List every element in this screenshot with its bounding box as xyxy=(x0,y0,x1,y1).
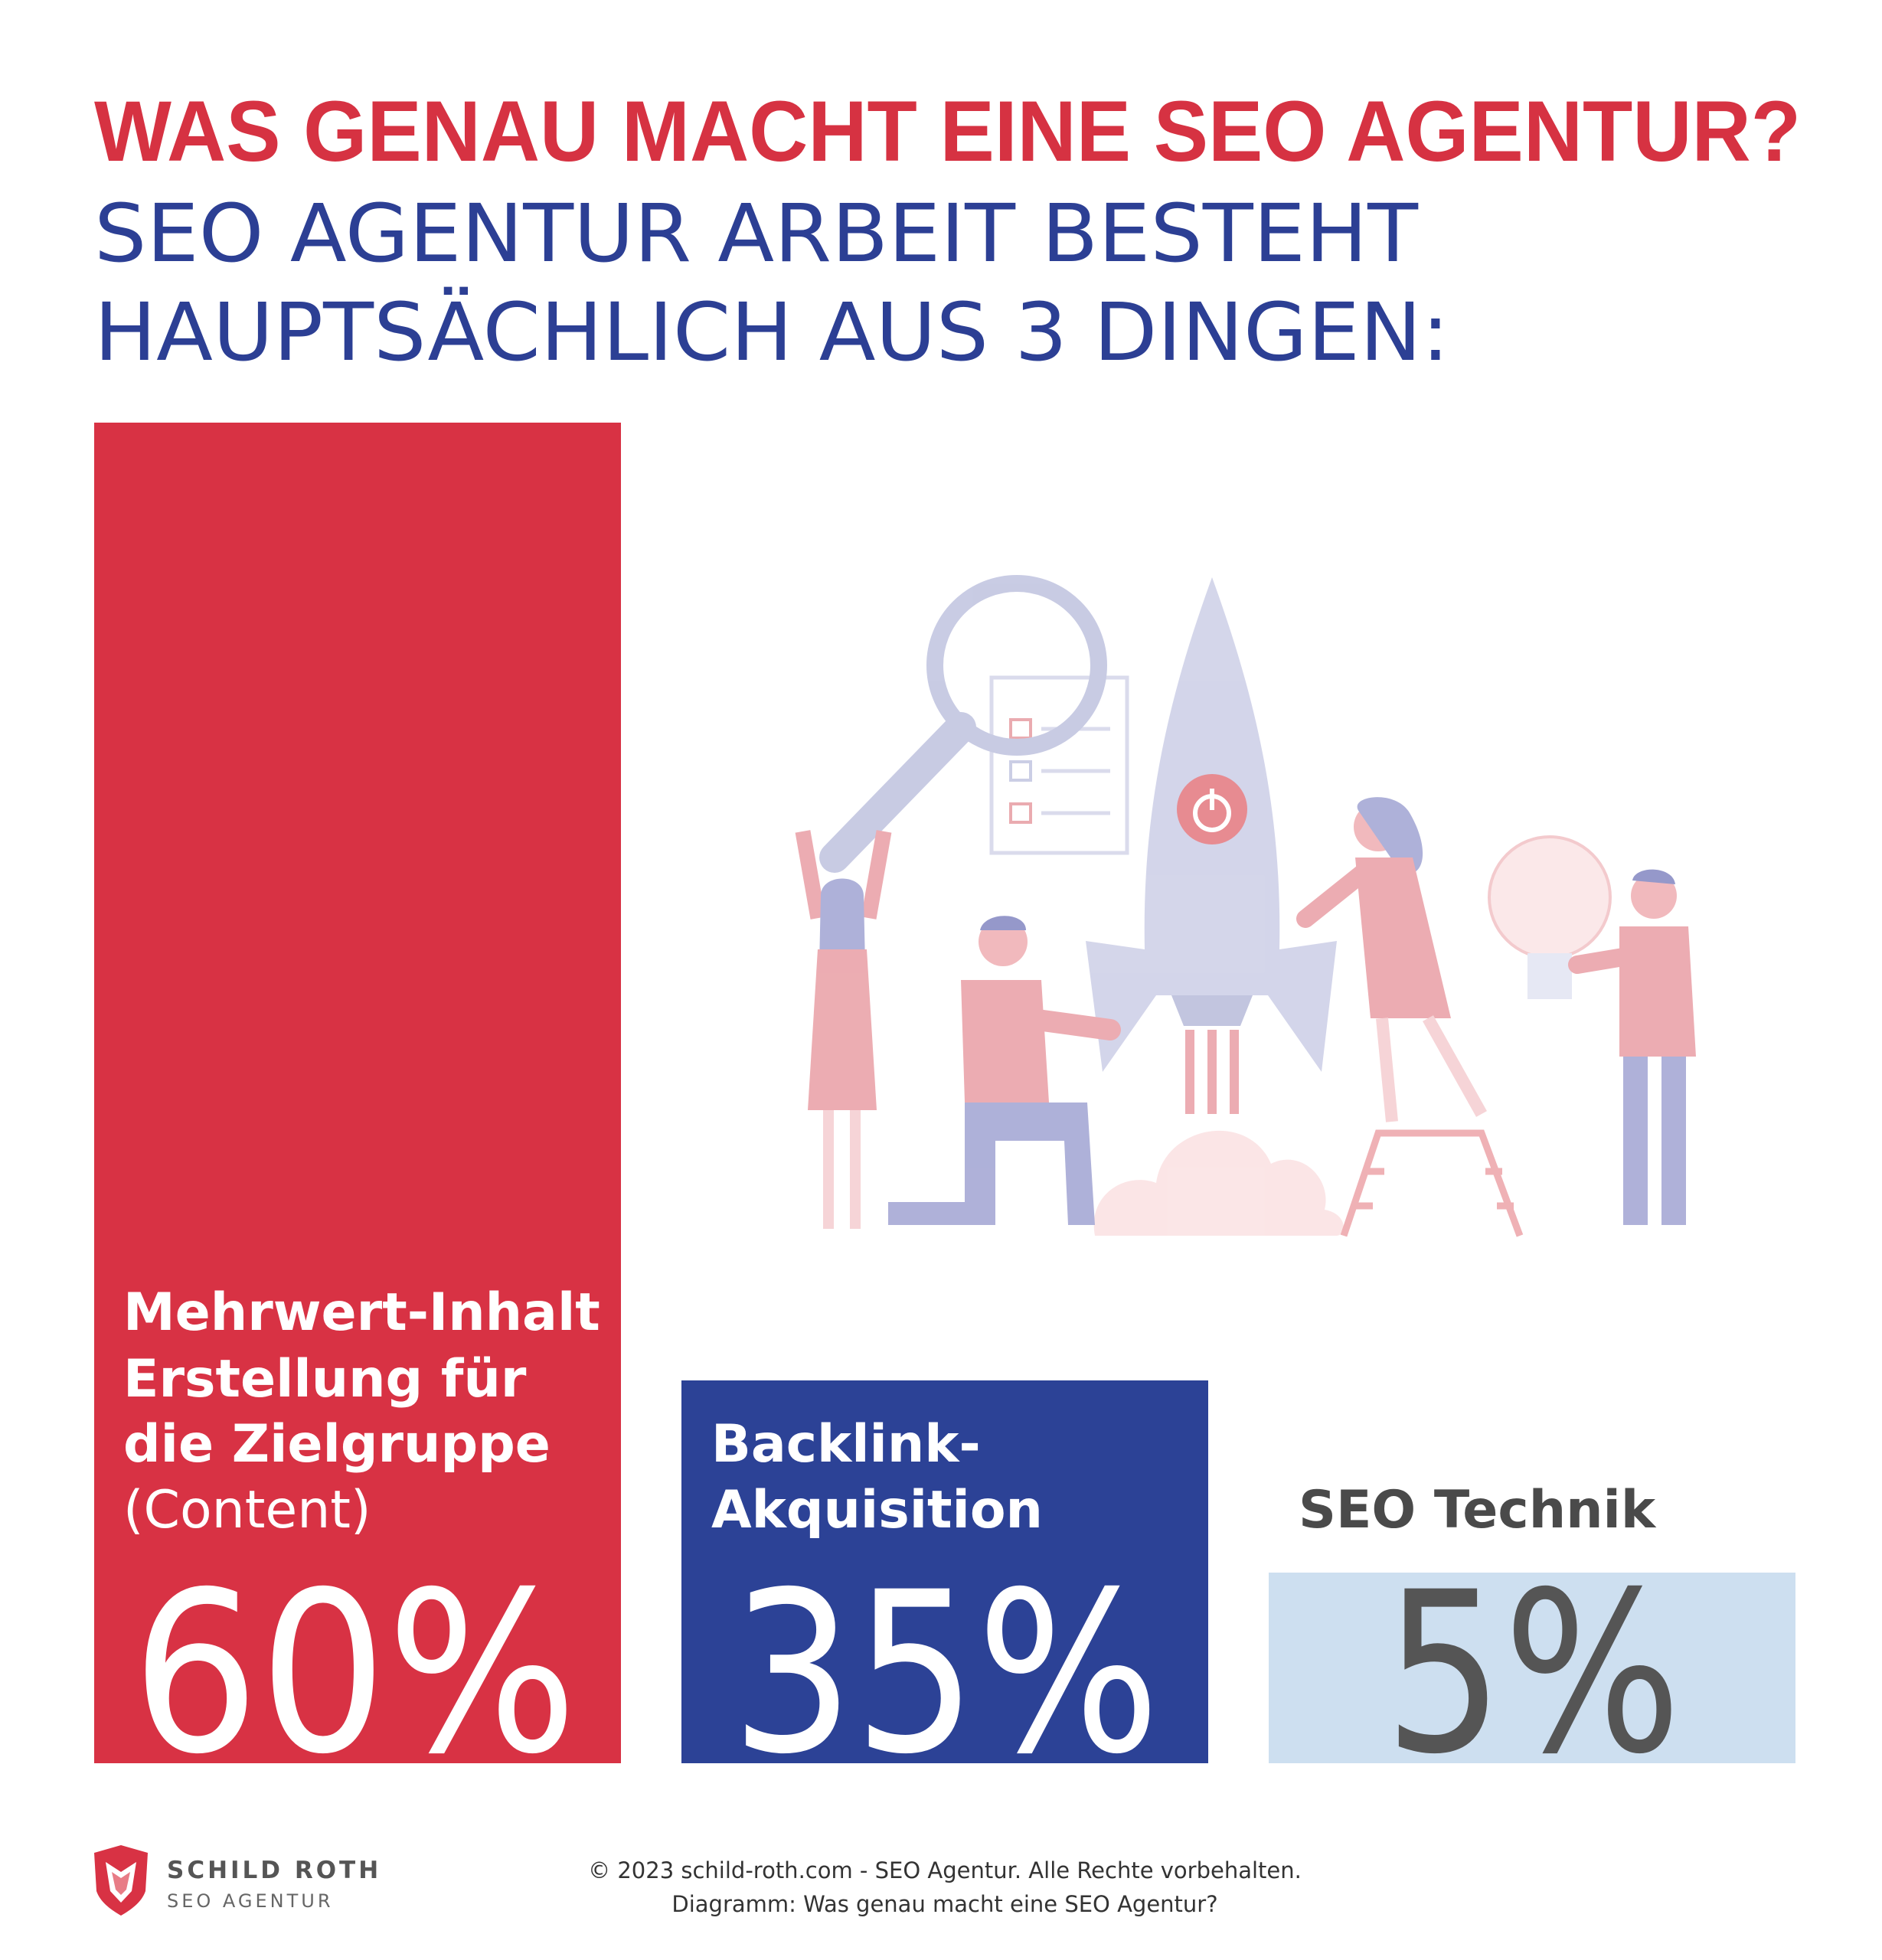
brand-subtitle: SEO AGENTUR xyxy=(167,1890,334,1912)
subtitle-line: SEO AGENTUR ARBEIT BESTEHT xyxy=(94,187,1418,280)
card-value: 35% xyxy=(731,1545,1160,1803)
brand-name: SCHILD ROTH xyxy=(167,1857,381,1884)
illustration xyxy=(795,575,1696,1237)
card-value: 60% xyxy=(132,1545,577,1803)
card-label: Erstellung für xyxy=(123,1349,527,1410)
card-label: SEO Technik xyxy=(1299,1480,1657,1540)
card-value: 5% xyxy=(1384,1545,1681,1803)
logo xyxy=(94,1845,148,1916)
card-bar xyxy=(681,1380,1208,1763)
title: WAS GENAU MACHT EINE SEO AGENTUR? xyxy=(94,83,1801,179)
card-label: Mehrwert-Inhalt xyxy=(123,1282,600,1343)
card-label: die Zielgruppe xyxy=(123,1414,551,1475)
subtitle-line: HAUPTSÄCHLICH AUS 3 DINGEN: xyxy=(94,286,1449,379)
card-label: Backlink- xyxy=(711,1414,981,1475)
card-note: (Content) xyxy=(123,1480,371,1540)
card-bar xyxy=(1269,1573,1795,1763)
card-label: Akquisition xyxy=(711,1480,1043,1540)
copyright: © 2023 schild-roth.com - SEO Agentur. Al… xyxy=(588,1857,1302,1883)
card-bar xyxy=(94,423,621,1763)
caption: Diagramm: Was genau macht eine SEO Agent… xyxy=(671,1891,1217,1917)
